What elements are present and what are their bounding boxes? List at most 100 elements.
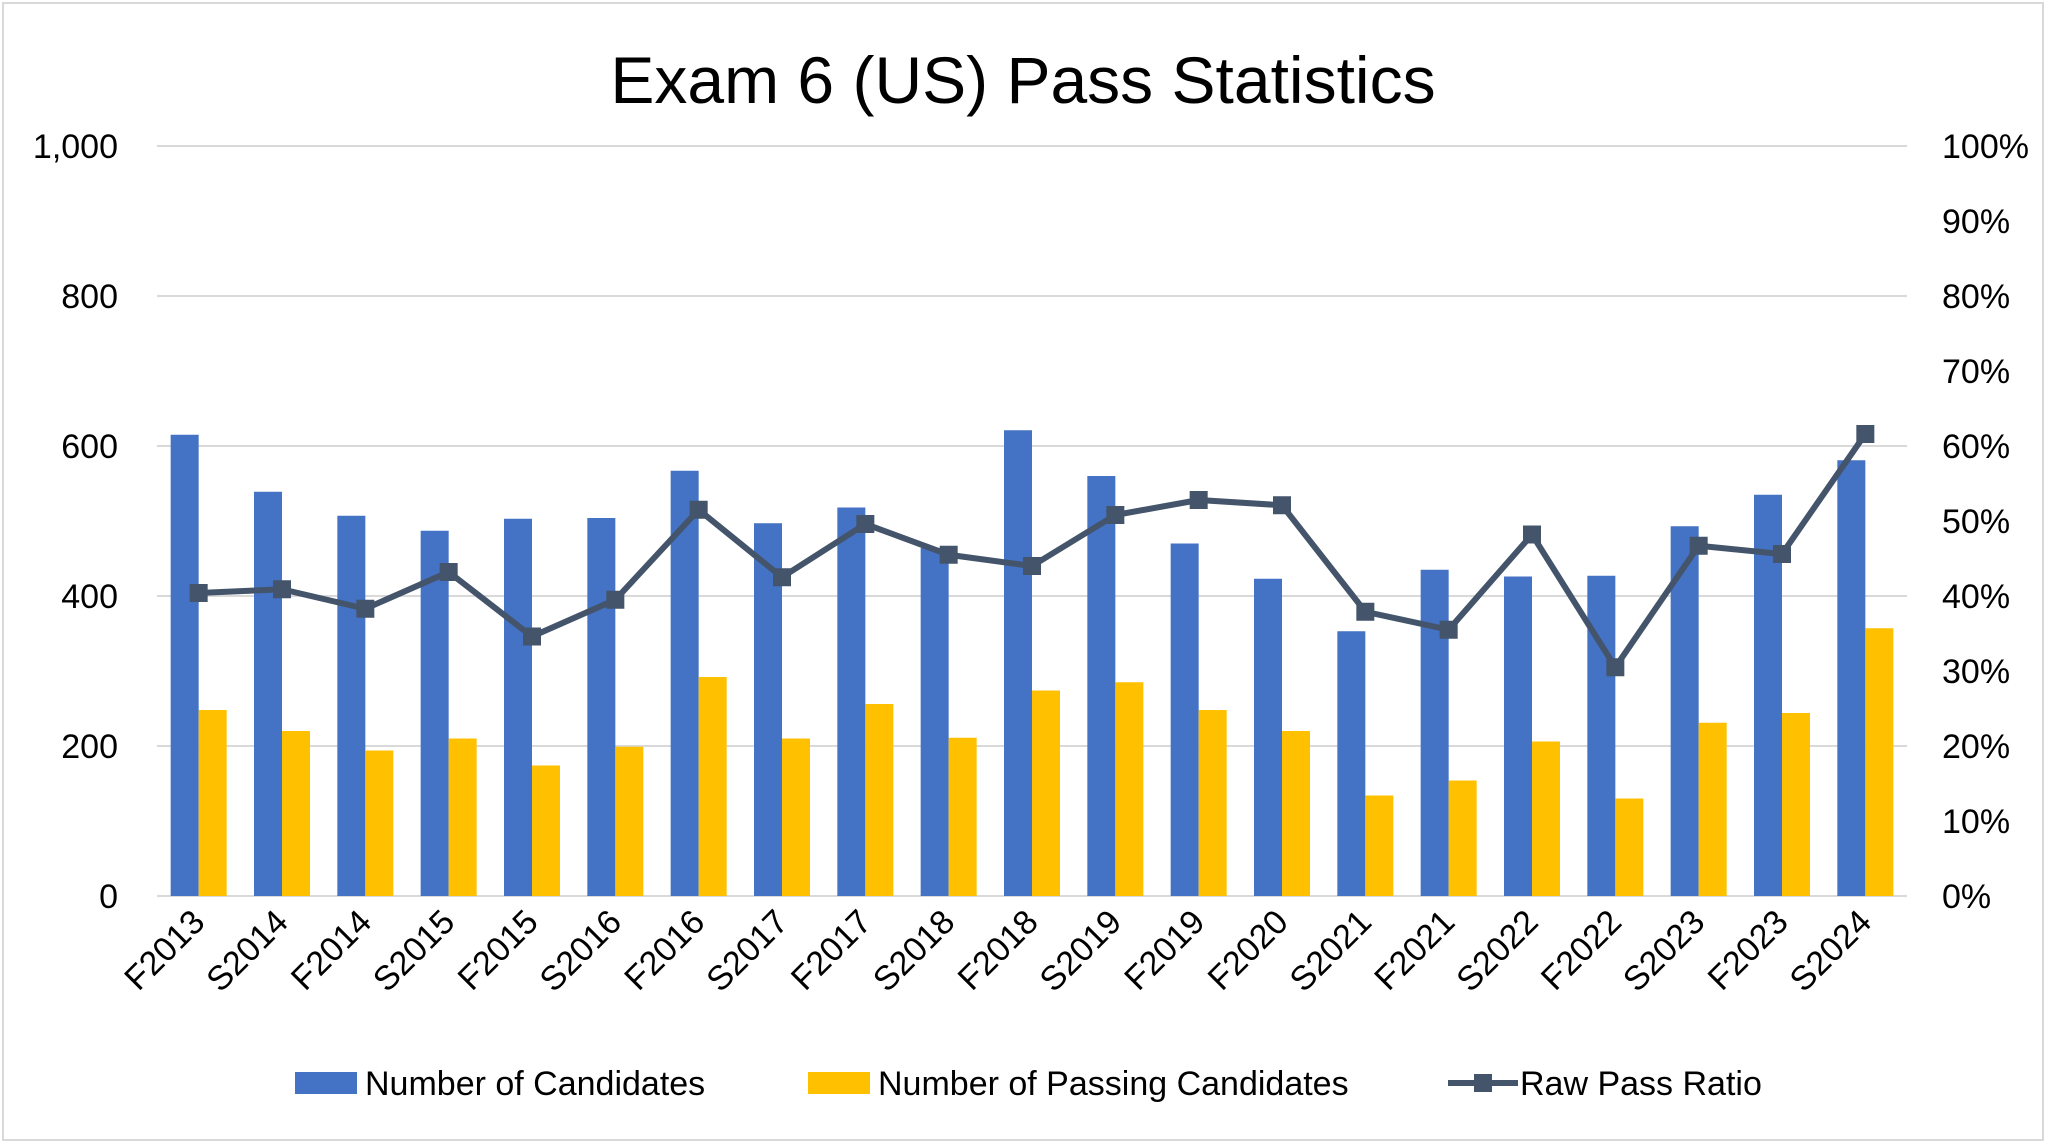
x-tick-label: F2015 <box>451 903 546 998</box>
candidates-bar <box>920 548 949 896</box>
ratio-marker <box>1856 425 1875 443</box>
x-tick-label: S2015 <box>366 903 462 999</box>
x-axis-labels: F2013S2014F2014S2015F2015S2016F2016S2017… <box>117 903 1879 999</box>
right-tick-label: 20% <box>1942 728 2010 766</box>
x-tick-label: F2013 <box>117 903 212 998</box>
candidates-bar <box>1254 578 1282 896</box>
right-tick-label: 0% <box>1942 878 1991 916</box>
ratio-marker <box>1106 506 1125 524</box>
candidates-bar <box>1004 430 1032 896</box>
right-axis-labels: 0% 10% 20% 30% 40% 50% 60% 70% 80% 90% 100% <box>1942 128 2029 916</box>
passing-bar <box>532 765 560 896</box>
x-tick-label: F2020 <box>1201 903 1296 998</box>
passing-bar <box>1032 690 1060 896</box>
ratio-marker <box>856 515 875 533</box>
right-tick-label: 10% <box>1942 803 2010 841</box>
x-tick-label: S2017 <box>699 903 795 999</box>
candidates-bar <box>1504 576 1532 896</box>
passing-bar <box>1698 722 1727 896</box>
passing-bar <box>698 677 727 896</box>
ratio-marker <box>939 545 958 564</box>
right-tick-label: 100% <box>1942 128 2029 166</box>
passing-bar <box>1365 795 1394 896</box>
passing-bar <box>1865 628 1894 896</box>
x-tick-label: F2016 <box>617 903 712 998</box>
x-tick-label: S2019 <box>1033 903 1129 999</box>
x-tick-label: S2023 <box>1616 903 1712 999</box>
ratio-marker <box>189 584 208 602</box>
ratio-marker <box>523 627 541 646</box>
legend-label: Number of Passing Candidates <box>878 1065 1349 1103</box>
passing-bar <box>1282 731 1310 896</box>
passing-bar <box>282 731 310 896</box>
candidates-bar <box>1337 631 1366 896</box>
pass-ratio-line <box>189 425 1875 677</box>
candidates-bar <box>254 491 282 896</box>
passing-bar <box>782 738 810 896</box>
right-tick-label: 70% <box>1942 353 2010 391</box>
right-tick-label: 80% <box>1942 278 2010 316</box>
x-tick-label: S2024 <box>1783 903 1879 999</box>
left-tick-label: 0 <box>99 878 118 916</box>
ratio-marker <box>439 563 458 581</box>
candidates-bar <box>1170 543 1199 896</box>
passing-bar <box>1115 682 1144 896</box>
ratio-marker <box>1356 602 1375 621</box>
passing-bar <box>1782 713 1810 896</box>
passing-bar <box>1532 741 1560 896</box>
x-tick-label: F2023 <box>1701 903 1796 998</box>
x-tick-label: S2016 <box>533 903 629 999</box>
legend-label: Raw Pass Ratio <box>1520 1065 1762 1103</box>
candidates-bar <box>837 507 866 896</box>
candidates-bar <box>504 518 532 896</box>
passing-bar <box>448 738 477 896</box>
passing-bar <box>1448 780 1477 896</box>
candidates-bar <box>1670 526 1699 896</box>
right-tick-label: 40% <box>1942 578 2010 616</box>
ratio-marker <box>1689 536 1708 555</box>
legend-swatch <box>295 1072 357 1094</box>
legend: Number of Candidates Number of Passing Ca… <box>295 1065 1762 1103</box>
ratio-marker <box>1189 491 1208 509</box>
passing-bar <box>1198 710 1227 896</box>
ratio-marker <box>689 500 708 519</box>
legend-swatch <box>808 1072 870 1094</box>
passing-bar <box>948 737 977 896</box>
x-tick-label: F2014 <box>284 903 379 998</box>
ratio-marker <box>1773 545 1791 563</box>
ratio-marker <box>1606 658 1625 677</box>
candidates-bar <box>1420 569 1449 896</box>
x-tick-label: F2022 <box>1534 903 1629 998</box>
left-tick-label: 800 <box>61 278 118 316</box>
x-tick-label: F2019 <box>1117 903 1212 998</box>
x-tick-label: F2017 <box>784 903 879 998</box>
ratio-marker <box>1439 620 1458 639</box>
left-axis-labels: 0 200 400 600 800 1,000 <box>33 128 118 916</box>
ratio-marker <box>273 580 291 599</box>
x-tick-label: S2018 <box>866 903 962 999</box>
ratio-marker <box>1023 557 1041 575</box>
right-tick-label: 50% <box>1942 503 2010 541</box>
passing-bar <box>615 746 644 896</box>
bars <box>170 430 1894 896</box>
passing-bar <box>1615 798 1644 896</box>
left-tick-label: 400 <box>61 578 118 616</box>
candidates-bar <box>670 470 699 896</box>
candidates-bar <box>587 518 616 896</box>
x-tick-label: S2021 <box>1283 903 1379 999</box>
x-tick-label: S2022 <box>1449 903 1545 999</box>
x-tick-label: S2014 <box>199 903 295 999</box>
passing-bar <box>198 710 227 896</box>
legend-marker <box>1474 1074 1492 1092</box>
ratio-marker <box>606 590 625 609</box>
candidates-bar <box>420 530 449 896</box>
ratio-marker <box>1273 496 1291 515</box>
candidates-bar <box>170 434 199 896</box>
chart-title: Exam 6 (US) Pass Statistics <box>610 43 1435 117</box>
right-tick-label: 60% <box>1942 428 2010 466</box>
ratio-marker <box>1523 525 1541 544</box>
right-tick-label: 30% <box>1942 653 2010 691</box>
passing-bar <box>365 750 394 896</box>
candidates-bar <box>337 515 366 896</box>
